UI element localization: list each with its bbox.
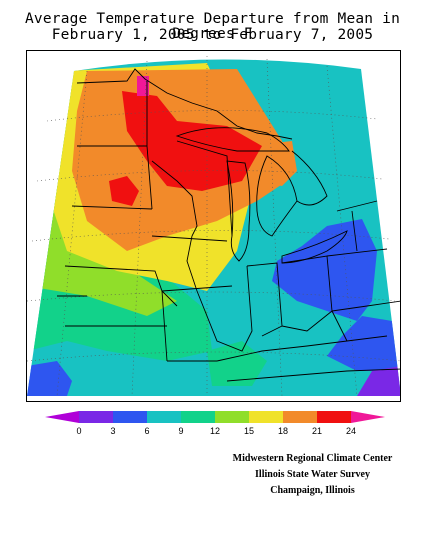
legend-tick-label: 3	[110, 426, 116, 436]
legend-tick-label: 6	[144, 426, 150, 436]
legend-swatch	[181, 411, 216, 423]
legend-swatch	[249, 411, 284, 423]
legend-swatch	[79, 411, 114, 423]
legend-tick-label: 9	[178, 426, 184, 436]
legend-tick-label: 18	[277, 426, 289, 436]
credit-survey: Illinois State Water Survey	[255, 469, 370, 480]
legend-swatch	[317, 411, 352, 423]
map-title-line-2: February 1, 2005 to February 7, 2005	[51, 27, 374, 43]
legend-tick-label: 24	[345, 426, 357, 436]
legend-swatch	[113, 411, 148, 423]
legend-swatch	[215, 411, 250, 423]
graticule	[27, 56, 400, 397]
legend-swatch	[147, 411, 182, 423]
legend-tick-label: 0	[76, 426, 82, 436]
legend-tick-label: 15	[243, 426, 255, 436]
legend-swatch	[45, 411, 79, 423]
credit-organization: Midwestern Regional Climate Center	[232, 453, 393, 464]
legend-swatch	[351, 411, 385, 423]
legend-tick-label: 21	[311, 426, 323, 436]
credit-location: Champaign, Illinois	[270, 485, 355, 496]
legend-swatch	[283, 411, 318, 423]
temperature-field	[27, 59, 400, 396]
temperature-departure-map	[26, 50, 401, 402]
color-legend	[45, 411, 385, 423]
state-boundaries	[57, 68, 400, 382]
map-title-line-1: Average Temperature Departure from Mean …	[24, 11, 401, 42]
legend-tick-label: 12	[209, 426, 221, 436]
